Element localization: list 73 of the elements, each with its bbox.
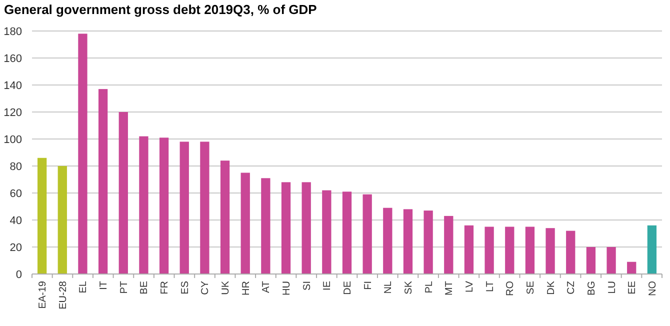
x-tick-label: EL <box>78 280 90 294</box>
x-tick-label: FI <box>362 281 374 290</box>
bar <box>159 138 169 274</box>
x-tick-label: EU-28 <box>58 280 69 310</box>
x-tick-label: ES <box>180 280 191 294</box>
x-tick-label: LT <box>484 281 496 292</box>
bar <box>118 112 128 274</box>
x-tick-label: PT <box>118 281 130 294</box>
y-tick-label: 160 <box>4 52 22 65</box>
y-tick-label: 100 <box>4 134 22 146</box>
y-tick-label: 180 <box>4 26 22 38</box>
x-tick-label: EA-19 <box>38 280 49 309</box>
x-tick-label: PL <box>424 280 435 294</box>
bar <box>606 247 616 274</box>
bar <box>200 142 210 274</box>
bar <box>220 160 230 274</box>
y-tick-label: 0 <box>16 268 22 281</box>
bar <box>180 142 189 274</box>
bar <box>98 89 108 274</box>
bar <box>525 226 535 274</box>
x-tick-label: HR <box>240 281 252 296</box>
x-tick-label: CY <box>200 280 212 295</box>
bar <box>322 190 332 274</box>
bar <box>444 216 454 274</box>
bar <box>627 262 636 274</box>
bar <box>58 166 67 274</box>
bar <box>342 192 352 274</box>
y-tick-label: 40 <box>10 214 22 227</box>
bar <box>647 225 657 274</box>
x-tick-label: DK <box>546 280 557 295</box>
bar <box>566 230 576 274</box>
y-tick-label: 80 <box>10 160 22 173</box>
x-tick-label: NO <box>647 280 658 296</box>
bar <box>78 34 88 274</box>
bar <box>424 210 433 274</box>
x-tick-label: SE <box>525 280 536 294</box>
x-tick-label: BE <box>139 280 150 294</box>
y-tick-label: 60 <box>10 188 22 200</box>
bar <box>403 209 413 274</box>
x-tick-label: SI <box>302 281 313 290</box>
x-tick-label: CZ <box>566 281 578 294</box>
x-tick-label: DE <box>342 280 354 295</box>
bar <box>240 172 250 274</box>
x-tick-label: MT <box>444 281 456 296</box>
x-tick-label: AT <box>261 281 272 294</box>
x-tick-label: HU <box>282 281 293 296</box>
x-tick-label: RO <box>505 280 516 296</box>
x-tick-label: FR <box>160 281 171 294</box>
x-tick-label: BG <box>586 280 598 296</box>
bar <box>383 208 392 274</box>
x-tick-label: LU <box>606 281 618 294</box>
x-tick-label: LV <box>464 280 476 292</box>
bar <box>37 158 47 274</box>
bar <box>139 136 148 274</box>
bar <box>281 182 291 274</box>
bar <box>484 226 494 274</box>
x-tick-label: NL <box>383 280 394 294</box>
x-tick-label: IE <box>322 280 334 290</box>
y-tick-label: 140 <box>4 80 22 92</box>
x-tick-label: EE <box>627 280 638 294</box>
y-tick-label: 20 <box>10 242 22 254</box>
bar <box>464 225 474 274</box>
bar <box>362 194 372 274</box>
y-tick-label: 120 <box>4 106 22 119</box>
bar <box>505 226 514 274</box>
x-tick-label: SK <box>403 280 414 294</box>
bar <box>302 182 311 274</box>
bar <box>546 228 555 274</box>
chart-title: General government gross debt 2019Q3, % of GDP <box>4 2 318 17</box>
x-tick-label: UK <box>220 280 232 295</box>
x-tick-label: IT <box>98 281 110 290</box>
bar <box>261 178 270 274</box>
bar <box>586 247 596 274</box>
